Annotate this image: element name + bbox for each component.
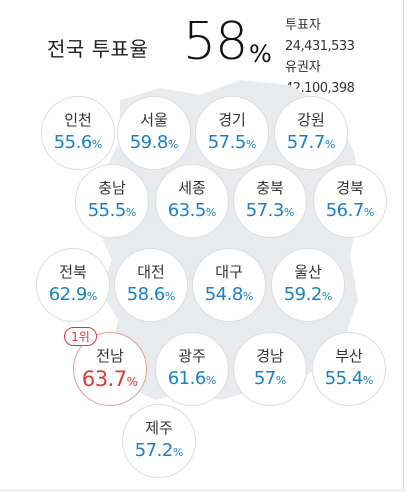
region-daegu[interactable]: 대구 54.8% [192,248,266,322]
region-incheon[interactable]: 인천 55.6% [41,96,115,170]
region-name: 세종 [178,179,206,197]
region-name: 광주 [178,347,206,365]
region-rate: 59.8% [129,132,179,153]
region-name: 경북 [336,179,364,197]
region-chungnam[interactable]: 충남 55.5% [75,164,149,238]
region-chungbuk[interactable]: 충북 57.3% [233,164,307,238]
electorate-label: 유권자 [285,60,321,75]
region-gyeonggi[interactable]: 경기 57.5% [195,96,269,170]
turnout-stats: 투표자24,431,533 유권자42,100,398 [285,15,404,99]
region-name: 충북 [256,179,284,197]
region-name: 전남 [96,347,124,365]
region-name: 인천 [64,111,92,129]
region-ulsan[interactable]: 울산 59.2% [271,248,345,322]
region-name: 대전 [137,263,165,281]
national-turnout-rate: 58 [183,12,248,72]
region-jeonnam[interactable]: 전남 63.7% [73,332,147,406]
voters-label: 투표자 [285,18,321,33]
region-sejong[interactable]: 세종 63.5% [155,164,229,238]
region-rate: 55.5% [87,200,137,221]
region-name: 경남 [256,347,284,365]
region-name: 울산 [294,263,322,281]
region-rate: 57.3% [245,200,295,221]
region-rate: 57% [253,368,287,389]
region-gangwon[interactable]: 강원 57.7% [274,96,348,170]
region-rate: 57.5% [207,132,257,153]
region-rate: 62.9% [48,284,98,305]
national-turnout-header: 전국 투표율 58 % 투표자24,431,533 유권자42,100,398 [0,0,404,96]
region-name: 대구 [215,263,243,281]
region-name: 충남 [98,179,126,197]
region-rate: 57.7% [286,132,336,153]
region-rate: 59.2% [283,284,333,305]
region-rate: 63.7% [81,367,139,391]
region-gwangju[interactable]: 광주 61.6% [155,332,229,406]
region-rate: 61.6% [167,368,217,389]
region-name: 서울 [140,111,168,129]
region-name: 전북 [59,263,87,281]
region-rate: 58.6% [126,284,176,305]
region-rate: 55.6% [53,132,103,153]
region-rate: 63.5% [167,200,217,221]
region-jeonbuk[interactable]: 전북 62.9% [36,248,110,322]
region-name: 제주 [145,419,173,437]
region-name: 강원 [297,111,325,129]
region-rate: 56.7% [325,200,375,221]
region-rate: 54.8% [204,284,254,305]
region-gyeongnam[interactable]: 경남 57% [233,332,307,406]
national-turnout-percent-sign: % [249,40,272,68]
voters-row: 투표자 24,431,533 [285,15,404,57]
region-seoul[interactable]: 서울 59.8% [117,96,191,170]
national-turnout-label: 전국 투표율 [47,37,149,61]
region-rate: 55.4% [324,368,374,389]
region-gyeongbuk[interactable]: 경북 56.7% [313,164,387,238]
region-jeju[interactable]: 제주 57.2% [122,404,196,478]
rank-badge: 1위 [64,327,97,346]
voters-value: 24,431,533 [285,39,355,54]
region-rate: 57.2% [134,440,184,461]
region-name: 부산 [335,347,363,365]
region-busan[interactable]: 부산 55.4% [312,332,386,406]
region-daejeon[interactable]: 대전 58.6% [114,248,188,322]
region-name: 경기 [218,111,246,129]
